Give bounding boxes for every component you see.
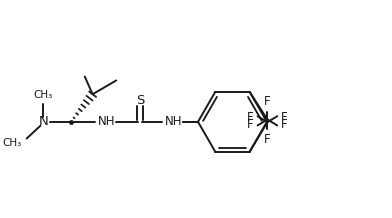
Text: N: N <box>38 115 48 128</box>
Text: CH₃: CH₃ <box>2 138 22 148</box>
Text: F: F <box>247 118 254 131</box>
Text: F: F <box>264 133 271 146</box>
Text: S: S <box>136 94 144 107</box>
Text: F: F <box>264 95 271 108</box>
Text: F: F <box>281 118 288 131</box>
Text: NH: NH <box>165 115 182 128</box>
Text: NH: NH <box>98 115 115 128</box>
Text: F: F <box>281 111 288 124</box>
Text: F: F <box>247 111 254 124</box>
Text: CH₃: CH₃ <box>34 90 53 100</box>
